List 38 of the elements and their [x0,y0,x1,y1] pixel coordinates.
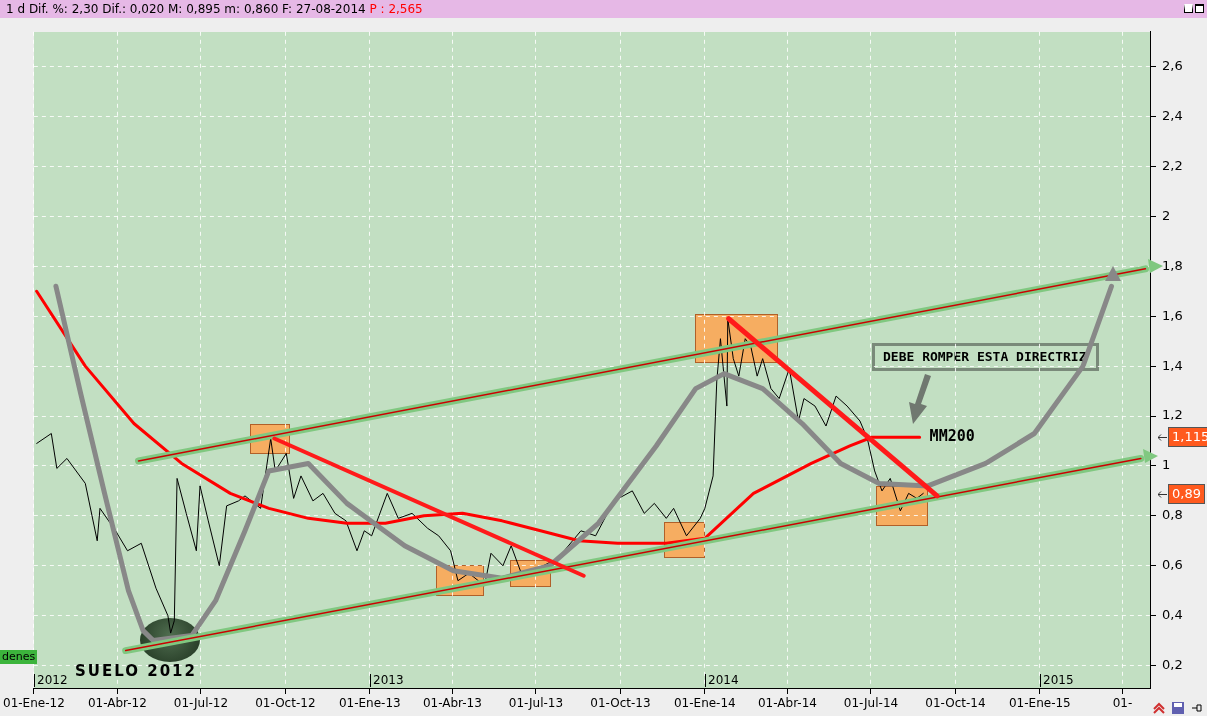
y-tick-label: 0,6 [1162,557,1183,573]
x-tick-label: 01-Abr-13 [422,696,482,711]
x-tick-label: 01-Jul-13 [508,696,564,711]
y-tick-label: 1,6 [1162,307,1183,323]
x-tick-label: 01-Abr-14 [757,696,817,711]
annotation: SUELO 2012 [75,662,197,680]
annotation: 2015 [1040,673,1074,687]
x-tick-label: 01-Ene-12 [2,696,65,711]
x-tick-label: 01- [1112,696,1133,711]
y-tick-label: 0,8 [1162,507,1183,523]
x-tick-label: 01-Jul-12 [173,696,229,711]
y-tick-label: 1,8 [1162,257,1183,273]
y-tick-label: 1 [1162,457,1171,473]
annotation: 2014 [705,673,739,687]
text: 0,89 [1168,484,1205,504]
annotation: DEBE ROMPER ESTA DIRECTRIZ [872,343,1099,371]
series-label: MM200 [929,427,975,446]
x-tick-label: 01-Oct-13 [590,696,651,711]
x-tick-label: 01-Ene-13 [338,696,401,711]
y-tick-label: 2,4 [1162,108,1183,124]
y-tick-label: 2,6 [1162,58,1183,74]
y-tick-label: 0,4 [1162,607,1183,623]
x-tick-label: 01-Oct-14 [925,696,986,711]
annotation: denes [0,650,38,664]
annotation: 2013 [370,673,404,687]
x-tick-label: 01-Oct-12 [255,696,316,711]
x-tick-label: 01-Jul-14 [843,696,899,711]
chart-subtitle: P : 2,565 [369,2,423,16]
y-tick-label: 2 [1162,207,1171,223]
x-tick-label: 01-Ene-15 [1008,696,1071,711]
x-tick-label: 01-Ene-14 [673,696,736,711]
y-tick-label: 0,2 [1162,656,1183,672]
y-tick-label: 2,2 [1162,157,1183,173]
annotation: 2012 [34,673,68,687]
y-tick-label: 1,4 [1162,357,1183,373]
chart-title: 1 d Dif. %: 2,30 Dif.: 0,020 M: 0,895 m: 0,860 F: 27-08-2014 [6,2,366,16]
x-tick-label: 01-Abr-12 [87,696,147,711]
y-tick-label: 1,2 [1162,407,1183,423]
